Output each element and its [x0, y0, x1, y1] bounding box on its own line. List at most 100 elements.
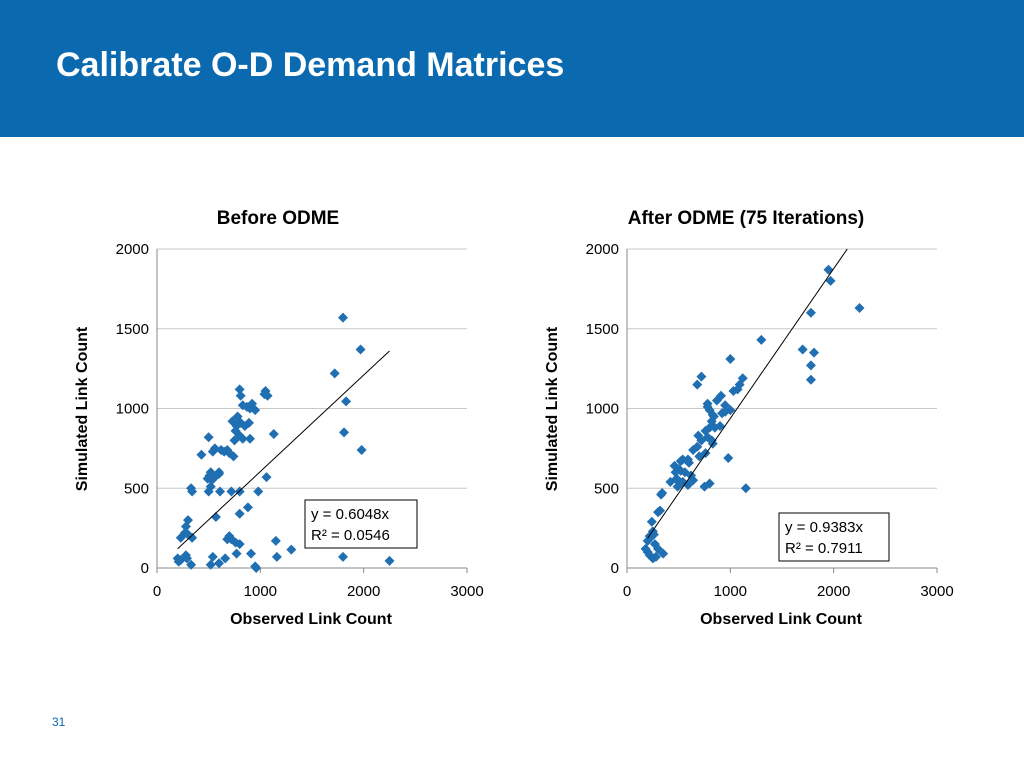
- y-tick-label: 1500: [116, 321, 149, 338]
- data-point: [229, 435, 240, 446]
- y-tick-label: 500: [594, 480, 619, 497]
- data-point: [658, 548, 669, 559]
- data-point: [180, 521, 191, 532]
- data-point: [237, 433, 248, 444]
- chart-title: Before ODME: [217, 208, 339, 229]
- trendline: [177, 350, 390, 550]
- data-point: [797, 344, 808, 355]
- data-point: [214, 468, 224, 479]
- trendline-r-squared: R² = 0.7911: [785, 540, 863, 557]
- y-tick-label: 1500: [586, 321, 619, 338]
- data-point: [207, 551, 218, 562]
- data-point: [646, 516, 657, 527]
- data-point: [649, 539, 660, 550]
- data-point: [823, 264, 834, 275]
- data-point: [228, 451, 239, 462]
- data-point: [338, 551, 348, 562]
- x-tick-label: 2000: [817, 583, 850, 600]
- data-point: [329, 368, 340, 379]
- x-tick-label: 2000: [347, 583, 380, 600]
- data-point: [203, 486, 214, 497]
- data-point: [196, 449, 207, 460]
- data-point: [338, 312, 348, 323]
- data-point: [356, 444, 367, 455]
- data-point: [688, 444, 699, 455]
- data-point: [226, 486, 237, 497]
- data-point: [246, 548, 257, 559]
- data-point: [653, 507, 663, 518]
- data-point: [825, 275, 836, 286]
- data-point: [270, 535, 281, 546]
- data-point: [237, 400, 248, 411]
- chart-before-odme: Before ODME Simulated Link Count Observe…: [74, 208, 484, 628]
- data-point: [247, 398, 258, 409]
- trendline-equation-box: [778, 512, 890, 562]
- x-tick-label: 0: [623, 583, 631, 600]
- data-point: [711, 395, 722, 406]
- data-point: [805, 374, 816, 385]
- y-tick-label: 2000: [116, 241, 149, 258]
- trendline-equation: y = 0.6048x: [311, 506, 389, 523]
- data-point: [756, 334, 767, 345]
- data-point: [268, 429, 279, 440]
- data-point: [214, 558, 224, 569]
- data-point: [187, 532, 198, 543]
- data-point: [675, 456, 686, 467]
- data-point: [231, 548, 242, 559]
- x-tick-label: 1000: [244, 583, 277, 600]
- data-point: [205, 559, 216, 570]
- data-point: [234, 384, 245, 395]
- data-point: [809, 347, 820, 358]
- data-point: [725, 405, 736, 416]
- data-point: [725, 354, 736, 365]
- data-point: [805, 307, 816, 318]
- data-point: [239, 421, 250, 432]
- trendline: [647, 248, 848, 539]
- data-point: [235, 390, 246, 401]
- data-point: [271, 551, 282, 562]
- data-point: [341, 396, 352, 407]
- data-point: [657, 488, 668, 499]
- y-tick-label: 0: [611, 560, 619, 577]
- data-point: [728, 385, 739, 396]
- data-point: [723, 452, 734, 463]
- data-point: [355, 344, 366, 355]
- data-point: [234, 539, 245, 550]
- data-point: [222, 534, 233, 545]
- x-tick-label: 1000: [714, 583, 747, 600]
- trendline-equation: y = 0.9383x: [785, 519, 863, 536]
- x-axis-label: Observed Link Count: [230, 611, 392, 628]
- data-point: [206, 475, 217, 486]
- data-point: [692, 379, 703, 390]
- data-point: [717, 408, 728, 419]
- y-tick-label: 2000: [586, 241, 619, 258]
- data-point: [220, 553, 231, 564]
- y-tick-label: 500: [124, 480, 149, 497]
- data-point: [740, 483, 751, 494]
- data-point: [702, 401, 713, 412]
- data-point: [181, 553, 192, 564]
- data-point: [384, 555, 395, 566]
- chart-title: After ODME (75 Iterations): [628, 208, 864, 229]
- data-point: [219, 446, 230, 457]
- data-point: [251, 563, 262, 573]
- trendline-equation-box: [304, 499, 418, 549]
- slide-title: Calibrate O-D Demand Matrices: [56, 46, 565, 84]
- data-point: [245, 433, 255, 444]
- data-point: [253, 486, 264, 497]
- title-bar: [0, 0, 1024, 137]
- data-point: [854, 303, 865, 314]
- data-point: [704, 478, 715, 489]
- data-point: [187, 486, 198, 497]
- x-axis-label: Observed Link Count: [700, 611, 862, 628]
- data-point: [210, 511, 221, 522]
- y-tick-label: 0: [141, 560, 149, 577]
- data-point: [805, 360, 816, 371]
- data-point: [650, 551, 661, 562]
- x-tick-label: 3000: [920, 583, 953, 600]
- chart-after-odme: After ODME (75 Iterations) Simulated Lin…: [544, 208, 954, 628]
- x-tick-label: 0: [153, 583, 161, 600]
- data-point: [672, 481, 683, 492]
- page-number: 31: [52, 715, 66, 729]
- trendline-r-squared: R² = 0.0546: [311, 527, 390, 544]
